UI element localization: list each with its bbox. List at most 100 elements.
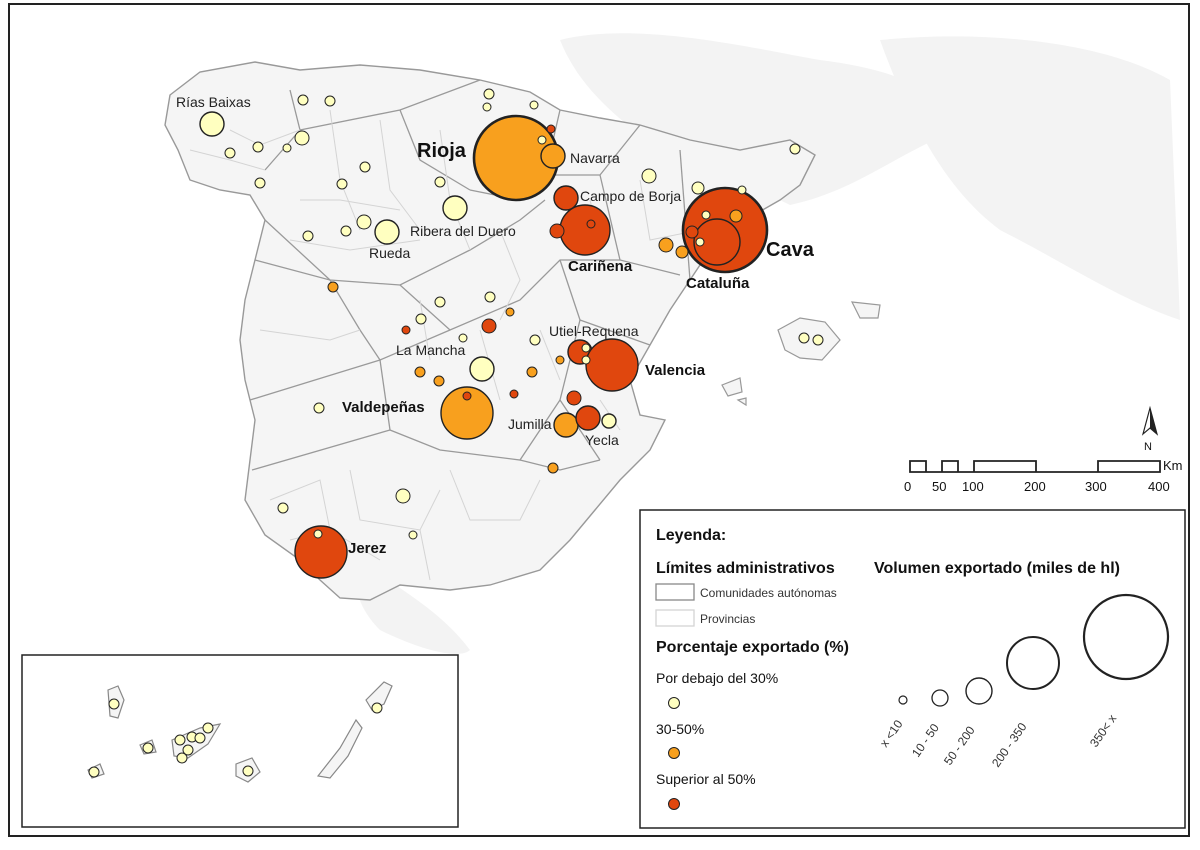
small-bubbles (88, 88, 824, 778)
bubble-yecla (601, 413, 617, 429)
label-ribera-del-duero: Ribera del Duero (410, 223, 516, 239)
bubble-small (359, 161, 371, 173)
legend-pct-above50-label: Superior al 50% (656, 771, 756, 787)
label-valencia: Valencia (645, 362, 706, 379)
bubble-small (202, 722, 214, 734)
legend-frame (639, 509, 1186, 829)
label-valdepenas: Valdepeñas (342, 399, 425, 416)
scale-bar-line (909, 460, 1161, 473)
scale-bar: 0 50 100 200 300 400 Km (904, 458, 1183, 494)
bubble-carinena (559, 204, 611, 256)
bubble-small (294, 130, 310, 146)
legend-pct-below30-swatch (668, 697, 680, 709)
canary-inset (21, 654, 459, 828)
bubble-small (340, 225, 352, 237)
bubble-small (691, 181, 705, 195)
legend-community-label: Comunidades autónomas (700, 586, 837, 600)
bubble-small (529, 334, 541, 346)
bubble-layer (88, 88, 824, 778)
label-utiel-requena: Utiel-Requena (549, 323, 639, 339)
bubble-small (695, 237, 705, 247)
label-rioja: Rioja (417, 140, 467, 162)
bubble-small (242, 765, 254, 777)
legend-vol-title: Volumen exportado (miles de hl) (874, 560, 1120, 577)
label-cava: Cava (766, 239, 815, 261)
bubble-small (356, 214, 372, 230)
label-la-mancha: La Mancha (396, 342, 465, 358)
label-jumilla: Jumilla (508, 416, 552, 432)
legend-admin-title: Límites administrativos (656, 560, 835, 577)
bubble-rias-baixas (199, 111, 225, 137)
bubble-cataluna (693, 218, 741, 266)
bubble-small (701, 210, 711, 220)
bubble-small (108, 698, 120, 710)
legend-pct-title: Porcentaje exportado (%) (656, 639, 849, 656)
bubble-small (142, 742, 154, 754)
label-campo-de-borja: Campo de Borja (580, 188, 681, 204)
bubble-small (395, 488, 411, 504)
bubble-small (327, 281, 339, 293)
bubble-small (88, 766, 100, 778)
legend-province-swatch (655, 609, 695, 627)
bubble-small (505, 307, 515, 317)
bubble-small (555, 355, 565, 365)
bubble-small (254, 177, 266, 189)
scale-tick-200: 200 (1024, 479, 1046, 494)
bubble-small (529, 100, 539, 110)
bubble-small (537, 135, 547, 145)
bubble-small (481, 318, 497, 334)
label-cataluna: Cataluña (686, 275, 750, 292)
bubble-small (789, 143, 801, 155)
legend-vol-200-350 (1006, 636, 1060, 690)
bubble-small (546, 124, 556, 134)
scale-tick-100: 100 (962, 479, 984, 494)
island-fuerteventura (316, 718, 363, 779)
bubble-small (547, 462, 559, 474)
bubble-small (176, 752, 188, 764)
bubble-small (302, 230, 314, 242)
bubble-small (549, 223, 565, 239)
scale-unit: Km (1163, 458, 1183, 473)
canary-inset-frame (21, 654, 459, 828)
bubble-small (484, 291, 496, 303)
bubble-small (658, 237, 674, 253)
bubble-jerez (294, 525, 348, 579)
label-rias-baixas: Rías Baixas (176, 94, 251, 110)
bubble-small (482, 102, 492, 112)
bubble-murcia (575, 405, 601, 431)
legend-title: Leyenda: (656, 527, 726, 544)
bubble-small (434, 176, 446, 188)
bubble-small (586, 219, 596, 229)
bubble-small (737, 185, 747, 195)
bubble-small (414, 366, 426, 378)
legend-pct-above50-swatch (668, 798, 680, 810)
label-yecla: Yecla (585, 432, 619, 448)
legend-vol-350plus (1082, 593, 1170, 681)
legend-community-swatch (655, 583, 695, 601)
bubble-small (252, 141, 264, 153)
bubble-small (336, 178, 348, 190)
bubble-small (324, 95, 336, 107)
legend-province-label: Provincias (700, 612, 755, 626)
label-carinena: Cariñena (568, 258, 633, 275)
bubble-small (462, 391, 472, 401)
legend: Leyenda: Límites administrativos Comunid… (639, 509, 1186, 829)
label-rueda: Rueda (369, 245, 410, 261)
bubble-la-mancha (469, 356, 495, 382)
bubble-small (282, 143, 292, 153)
background-land-shading (356, 33, 1180, 654)
legend-vol-50-200 (965, 677, 993, 705)
bubble-small (458, 333, 468, 343)
bubble-small (401, 325, 411, 335)
bubble-navarra (540, 143, 566, 169)
label-jerez: Jerez (348, 540, 386, 557)
bubble-small (812, 334, 824, 346)
bubble-small (224, 147, 236, 159)
bubble-jumilla (553, 412, 579, 438)
bubble-small (675, 245, 689, 259)
bubble-valencia (585, 338, 639, 392)
legend-vol-lt10 (898, 695, 908, 705)
bubble-small (581, 355, 591, 365)
bubble-ribera-del-duero (442, 195, 468, 221)
